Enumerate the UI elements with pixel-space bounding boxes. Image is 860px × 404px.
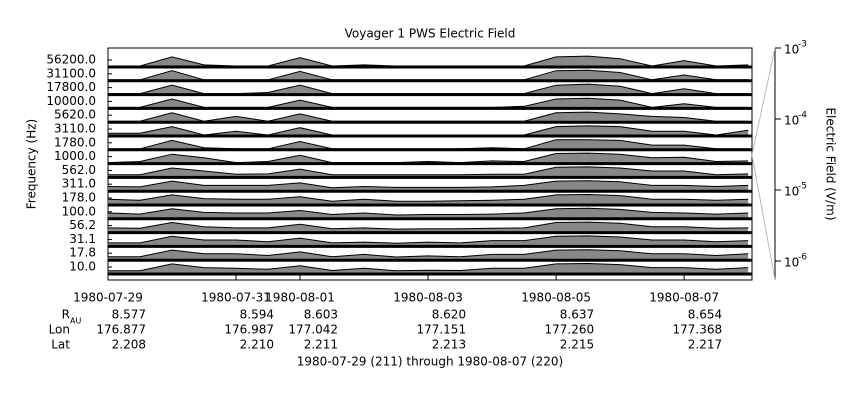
- channel-line: [108, 55, 749, 67]
- connector: [751, 47, 776, 156]
- x-tick-label: 1980-08-05: [521, 291, 591, 305]
- channel-area: [108, 84, 749, 95]
- channel-line: [107, 180, 749, 189]
- x-tick-label: 1980-07-29: [73, 291, 143, 305]
- y-tick-label: 5620.0: [54, 108, 96, 122]
- ephemeris-sub: AU: [70, 317, 81, 326]
- ephemeris-value: 176.877: [96, 323, 146, 337]
- channel-line: [108, 235, 749, 244]
- y-tick-label: 1000.0: [54, 149, 96, 163]
- colorbar-label: Electric Field (V/m): [824, 107, 838, 220]
- channel-area: [108, 263, 749, 274]
- ephemeris-value: 8.603: [304, 308, 338, 322]
- channel-area: [108, 222, 749, 233]
- channel-area: [108, 208, 749, 219]
- y-tick-label: 178.0: [62, 191, 96, 205]
- ephemeris-value: 2.208: [112, 338, 146, 352]
- y-tick-label: 10000.0: [46, 94, 96, 108]
- channel-line: [107, 152, 749, 164]
- channel-area: [108, 56, 749, 67]
- channel-area: [108, 249, 749, 261]
- ephemeris-value: 2.215: [560, 338, 594, 352]
- ephemeris-label: Lon: [49, 323, 70, 337]
- chart-title: Voyager 1 PWS Electric Field: [345, 27, 516, 41]
- ephemeris-value: 8.620: [432, 308, 466, 322]
- y-tick-label: 10.0: [69, 260, 96, 274]
- y-tick-label: 17800.0: [46, 80, 96, 94]
- colorbar-tick-exp: -6: [798, 252, 807, 262]
- x-tick-label: 1980-07-31: [201, 291, 271, 305]
- colorbar-tick-exp: -5: [798, 181, 807, 191]
- channel-area: [108, 70, 749, 81]
- ephemeris-value: 177.368: [673, 323, 723, 337]
- channel-area: [108, 112, 749, 123]
- ephemeris-value: 8.577: [112, 308, 146, 322]
- ephemeris-value: 177.151: [416, 323, 466, 337]
- ephemeris-label: Lat: [51, 338, 70, 352]
- colorbar-tick-label: 10: [784, 255, 799, 269]
- y-tick-label: 100.0: [62, 204, 96, 218]
- channel-line: [108, 97, 749, 108]
- connector: [751, 154, 776, 281]
- channel-line: [107, 207, 749, 216]
- ephemeris-value: 177.260: [544, 323, 594, 337]
- channel-area: [108, 166, 749, 178]
- y-tick-label: 311.0: [62, 177, 96, 191]
- x-tick-label: 1980-08-01: [265, 291, 335, 305]
- ephemeris-value: 8.637: [560, 308, 594, 322]
- channel-line: [108, 249, 749, 258]
- colorbar-tick-exp: -3: [798, 40, 807, 50]
- ephemeris-value: 8.594: [240, 308, 274, 322]
- ephemeris-value: 2.217: [688, 338, 722, 352]
- y-tick-label: 56200.0: [46, 53, 96, 67]
- y-tick-label: 56.2: [69, 218, 96, 232]
- ephemeris-value: 176.987: [224, 323, 274, 337]
- ephemeris-label: R: [62, 308, 70, 322]
- y-tick-label: 3110.0: [54, 122, 96, 136]
- y-tick-label: 17.8: [69, 246, 96, 260]
- y-tick-label: 562.0: [62, 163, 96, 177]
- ephemeris-value: 177.042: [288, 323, 338, 337]
- channel-area: [108, 153, 749, 164]
- colorbar-tick-exp: -4: [798, 110, 807, 120]
- x-tick-label: 1980-08-03: [393, 291, 463, 305]
- channel-area: [108, 125, 749, 136]
- y-tick-label: 31.1: [69, 232, 96, 246]
- channel-line: [108, 262, 749, 272]
- channel-line: [107, 221, 749, 230]
- colorbar-tick-label: 10: [784, 113, 799, 127]
- y-axis-label: Frequency (Hz): [25, 119, 39, 210]
- ephemeris-value: 8.654: [688, 308, 722, 322]
- ephemeris-value: 2.210: [240, 338, 274, 352]
- channel-area: [108, 139, 749, 150]
- channel-line: [108, 166, 749, 176]
- y-tick-label: 31100.0: [46, 66, 96, 80]
- channel-area: [108, 194, 749, 205]
- channel-area: [108, 98, 749, 109]
- colorbar-tick-label: 10: [784, 184, 799, 198]
- colorbar-tick-label: 10: [784, 43, 799, 57]
- ephemeris-value: 2.211: [304, 338, 338, 352]
- channel-area: [108, 235, 749, 247]
- channel-area: [108, 180, 749, 192]
- footer: 1980-07-29 (211) through 1980-08-07 (220…: [297, 355, 563, 369]
- channel-line: [108, 69, 749, 81]
- channel-line: [108, 83, 749, 95]
- channel-line: [107, 193, 749, 202]
- y-tick-label: 1780.0: [54, 135, 96, 149]
- x-tick-label: 1980-08-07: [649, 291, 719, 305]
- ephemeris-value: 2.213: [432, 338, 466, 352]
